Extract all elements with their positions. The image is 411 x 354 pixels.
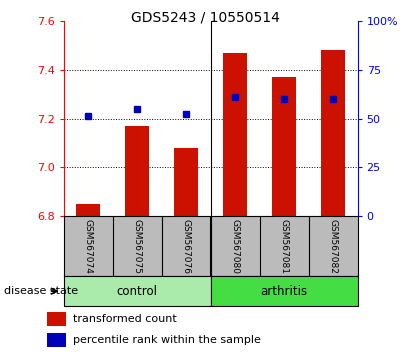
Text: percentile rank within the sample: percentile rank within the sample (73, 335, 261, 345)
Text: control: control (117, 285, 158, 298)
Bar (64, 276, 210, 306)
Text: GSM567074: GSM567074 (84, 218, 93, 274)
Bar (321, 51, 345, 216)
Text: GDS5243 / 10550514: GDS5243 / 10550514 (131, 11, 280, 25)
Bar (210, 276, 358, 306)
Bar (174, 148, 199, 216)
Bar (46, 312, 66, 326)
Bar (46, 333, 66, 347)
Text: disease state: disease state (4, 286, 78, 296)
Text: GSM567076: GSM567076 (182, 218, 191, 274)
Text: GSM567082: GSM567082 (328, 218, 337, 274)
Bar (125, 126, 150, 216)
Text: GSM567075: GSM567075 (133, 218, 142, 274)
Bar (223, 53, 247, 216)
Text: GSM567081: GSM567081 (279, 218, 289, 274)
Bar (272, 77, 296, 216)
Bar (76, 204, 100, 216)
Text: transformed count: transformed count (73, 314, 177, 324)
Text: arthritis: arthritis (261, 285, 308, 298)
Text: GSM567080: GSM567080 (231, 218, 240, 274)
